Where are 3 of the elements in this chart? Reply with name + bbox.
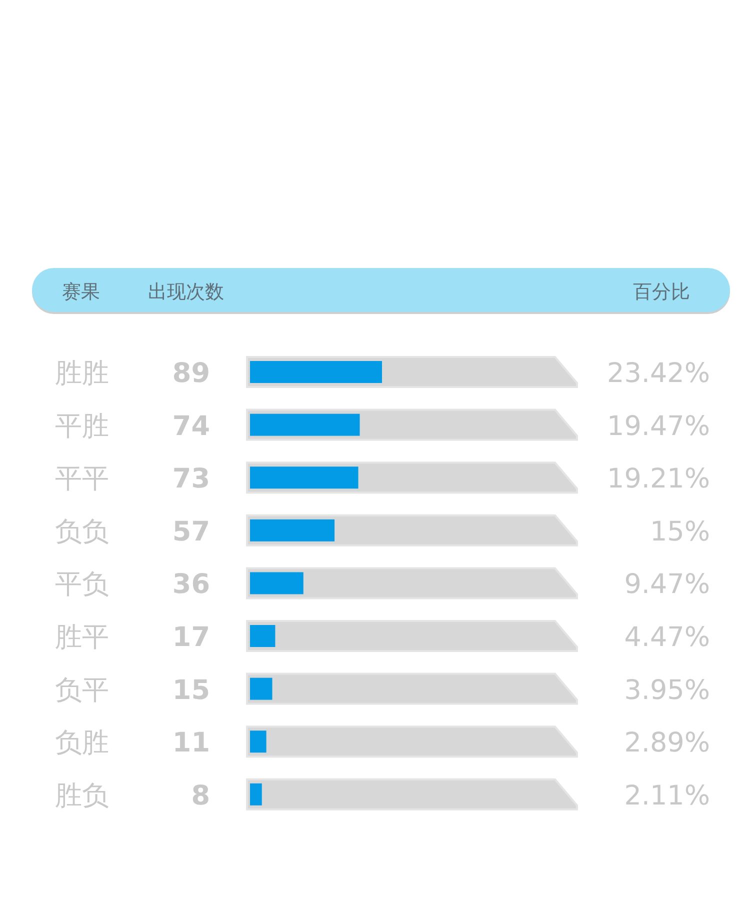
y-axis-title: 赛果	[62, 281, 100, 303]
x-axis-title: 出现次数	[148, 281, 224, 303]
text: 百分比	[633, 281, 690, 303]
